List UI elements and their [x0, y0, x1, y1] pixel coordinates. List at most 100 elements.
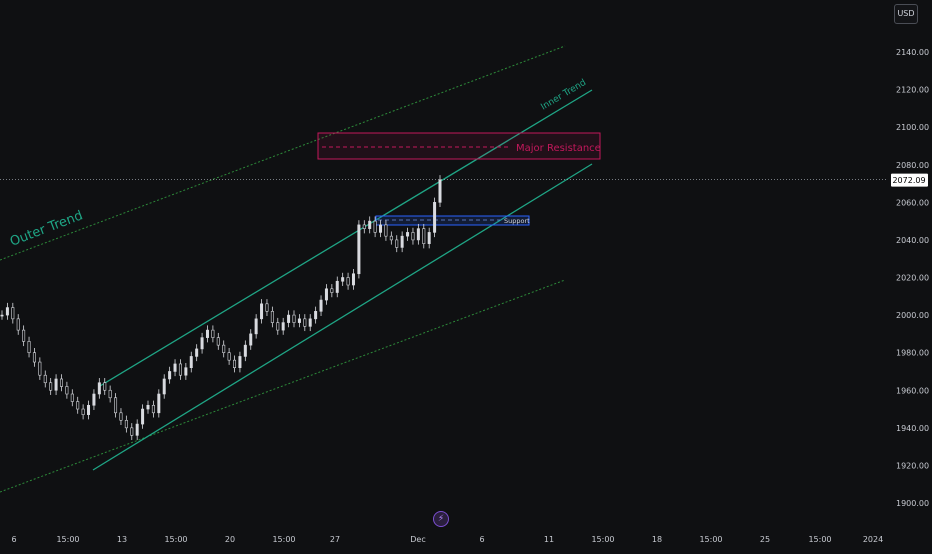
candle-body: [97, 382, 101, 395]
candle-body: [422, 228, 426, 244]
outer-trend-upper-line: [0, 45, 566, 261]
candle-body: [400, 235, 404, 248]
candle-body: [395, 239, 399, 248]
candle-body: [146, 404, 150, 410]
y-tick-label: 1940.00: [896, 424, 929, 433]
candle-body: [162, 378, 166, 395]
candle-body: [351, 273, 355, 286]
candle-body: [108, 389, 112, 399]
x-tick-label: 15:00: [591, 535, 614, 544]
candle-body: [59, 378, 63, 387]
candle-body: [27, 341, 31, 353]
y-tick-label: 1980.00: [896, 349, 929, 358]
candle-body: [222, 344, 226, 353]
x-tick-label: 15:00: [808, 535, 831, 544]
candle-body: [103, 382, 107, 391]
candle-body: [211, 329, 215, 338]
x-tick-label: 15:00: [272, 535, 295, 544]
x-tick-label: 13: [117, 535, 127, 544]
candle-body: [70, 393, 74, 402]
candle-body: [157, 393, 161, 414]
candle-body: [373, 220, 377, 233]
x-tick-label: 6: [11, 535, 16, 544]
candle-body: [433, 202, 437, 233]
candle-body: [341, 277, 345, 282]
candle-body: [141, 408, 145, 425]
candle-body: [314, 311, 318, 320]
candles: [0, 175, 442, 441]
candle-body: [11, 307, 15, 320]
outer-trend-label: Outer Trend: [8, 208, 85, 249]
major-resistance-zone: [317, 132, 601, 160]
candle-body: [195, 348, 199, 357]
y-tick-label: 2140.00: [896, 48, 929, 57]
x-tick-label: Dec: [410, 535, 425, 544]
x-tick-label: 15:00: [164, 535, 187, 544]
current-price-tag: [891, 173, 928, 187]
candle-body: [287, 314, 291, 323]
inner-trend-upper-line: [99, 89, 593, 387]
candle-body: [81, 408, 85, 415]
y-tick-label: 2020.00: [896, 274, 929, 283]
candle-body: [411, 232, 415, 241]
x-tick-label: 15:00: [699, 535, 722, 544]
x-tick-label: 2024: [863, 535, 883, 544]
candle-body: [265, 303, 269, 312]
candle-body: [184, 367, 188, 376]
candle-body: [319, 299, 323, 312]
candle-body: [243, 344, 247, 357]
candle-body: [438, 179, 442, 203]
candle-body: [346, 277, 350, 286]
candle-body: [38, 361, 42, 376]
currency-button[interactable]: USD: [894, 4, 918, 24]
x-axis: 6 15:00 13 15:00 20 15:00 27 Dec 6 11 15:00 18 15:00…: [11, 535, 883, 544]
y-tick-label: 2060.00: [896, 198, 929, 207]
candle-body: [330, 288, 334, 293]
outer-trend-lower-line: [0, 279, 566, 493]
candle-body: [54, 378, 58, 391]
candle-body: [76, 401, 80, 410]
candle-body: [238, 356, 242, 368]
current-price-label: 2072.09: [892, 176, 925, 185]
candle-body: [276, 322, 280, 331]
x-tick-label: 20: [225, 535, 235, 544]
candle-body: [427, 232, 431, 244]
candle-body: [362, 224, 366, 229]
support-zone: [375, 215, 530, 226]
candle-body: [379, 224, 383, 233]
trend-lines: [0, 45, 888, 493]
candle-body: [227, 352, 231, 361]
candle-body: [292, 314, 296, 323]
candle-body: [384, 224, 388, 237]
candle-body: [168, 371, 172, 380]
candle-body: [368, 220, 372, 229]
candle-body: [43, 374, 47, 384]
candle-body: [233, 359, 237, 368]
candle-body: [16, 318, 20, 331]
candle-body: [0, 314, 4, 317]
zones: [317, 132, 601, 226]
candle-body: [173, 363, 177, 372]
candle-body: [189, 356, 193, 368]
candle-body: [416, 228, 420, 241]
candle-body: [205, 329, 209, 338]
candle-body: [335, 280, 339, 293]
candle-body: [135, 423, 139, 436]
candle-body: [389, 235, 393, 241]
candle-body: [151, 404, 155, 414]
candle-body: [406, 232, 410, 237]
major-resistance-label: Major Resistance: [516, 143, 601, 154]
x-tick-label: 25: [760, 535, 770, 544]
candle-body: [92, 393, 96, 406]
candle-body: [216, 337, 220, 346]
y-tick-label: 2100.00: [896, 123, 929, 132]
candle-body: [357, 224, 361, 275]
candle-body: [87, 404, 91, 415]
y-tick-label: 2000.00: [896, 311, 929, 320]
candle-body: [22, 329, 26, 342]
lightning-icon[interactable]: ⚡: [433, 511, 449, 527]
x-tick-label: 15:00: [56, 535, 79, 544]
